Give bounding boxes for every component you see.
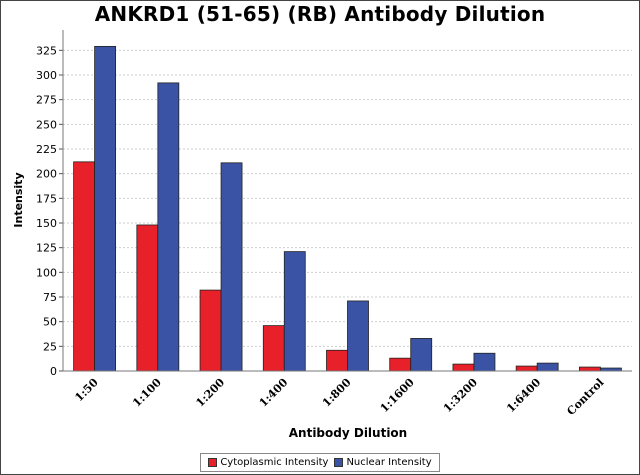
bar-nuclear-7 (536, 362, 559, 372)
x-tick-label: 1:200 (193, 376, 227, 410)
bar-cytoplasmic-8 (578, 366, 601, 372)
bar-cytoplasmic-2 (199, 289, 222, 372)
x-tick-label: 1:6400 (504, 376, 543, 415)
bar-cytoplasmic-7 (515, 365, 538, 372)
bar-nuclear-5 (410, 338, 433, 372)
y-tick-label: 225 (36, 143, 57, 156)
y-tick-label: 175 (36, 192, 57, 205)
bar-nuclear-0 (94, 45, 117, 372)
bar-nuclear-1 (157, 82, 180, 372)
y-tick-label: 50 (43, 316, 57, 329)
y-tick-label: 275 (36, 94, 57, 107)
bar-cytoplasmic-6 (452, 363, 475, 372)
x-tick-label: 1:50 (72, 376, 101, 405)
legend-label-cytoplasmic: Cytoplasmic Intensity (220, 457, 329, 468)
bar-cytoplasmic-5 (389, 357, 412, 372)
bar-cytoplasmic-0 (73, 161, 96, 372)
x-axis-label: Antibody Dilution (289, 426, 407, 440)
y-tick-label: 300 (36, 69, 57, 82)
x-tick-label: Control (564, 376, 606, 418)
x-tick-label: 1:800 (320, 376, 354, 410)
y-tick-label: 200 (36, 168, 57, 181)
x-tick-label: 1:400 (257, 376, 291, 410)
chart-title: ANKRD1 (51-65) (RB) Antibody Dilution (94, 2, 546, 26)
bar-cytoplasmic-3 (262, 325, 285, 372)
y-tick-label: 100 (36, 266, 57, 279)
legend-item-nuclear: Nuclear Intensity (334, 457, 432, 468)
bars (73, 45, 622, 372)
y-tick-label: 150 (36, 217, 57, 230)
bar-nuclear-4 (347, 300, 369, 372)
bar-nuclear-3 (283, 251, 306, 372)
legend: Cytoplasmic Intensity Nuclear Intensity (200, 453, 440, 472)
x-tick-label: 1:3200 (441, 376, 480, 415)
legend-item-cytoplasmic: Cytoplasmic Intensity (208, 457, 328, 468)
legend-swatch-cytoplasmic (208, 458, 218, 467)
x-tick-label: 1:1600 (378, 376, 417, 415)
y-tick-label: 325 (36, 44, 57, 57)
bar-cytoplasmic-1 (136, 224, 159, 372)
x-tick-label: 1:100 (130, 376, 164, 410)
y-tick-label: 75 (43, 291, 57, 304)
y-tick-label: 125 (36, 242, 57, 255)
y-tick-label: 250 (36, 118, 57, 131)
legend-swatch-nuclear (334, 458, 344, 467)
bar-nuclear-2 (220, 162, 243, 372)
y-axis-label: Intensity (12, 172, 25, 227)
y-tick-label: 25 (43, 340, 57, 353)
bar-cytoplasmic-4 (326, 349, 348, 372)
y-tick-label: 0 (50, 365, 57, 378)
bar-nuclear-6 (473, 352, 496, 372)
legend-label-nuclear: Nuclear Intensity (346, 457, 432, 468)
